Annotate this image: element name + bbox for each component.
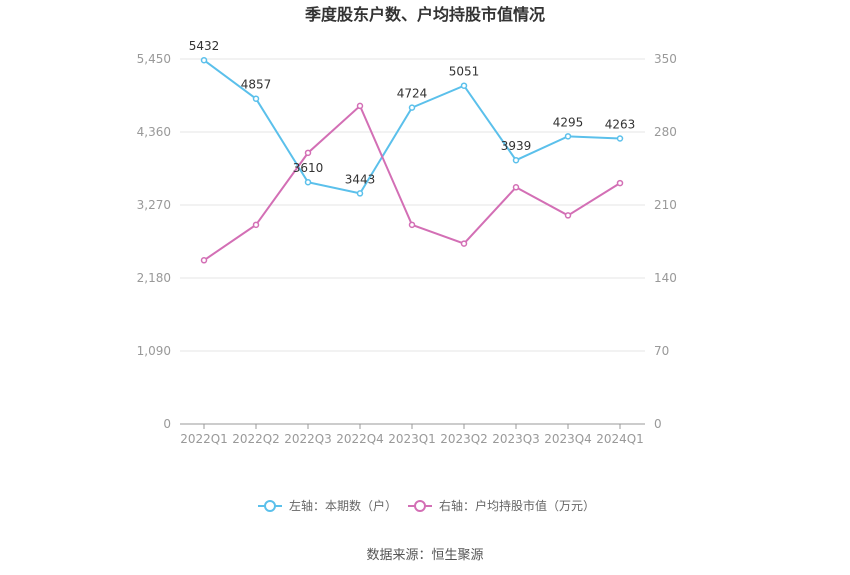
series-1-point — [616, 135, 624, 142]
data-label: 3939 — [501, 139, 532, 153]
series-2-point — [460, 240, 468, 247]
series-1-point — [512, 156, 520, 164]
series-2-point — [564, 212, 572, 219]
series-2-point — [408, 221, 416, 229]
y-right-tick-label: 280 — [654, 125, 677, 139]
series-1-point — [408, 104, 416, 111]
y-left-tick-label: 2,180 — [137, 271, 171, 285]
series-2-point — [356, 102, 364, 110]
series-1-point — [460, 82, 468, 89]
series-1-point — [252, 95, 260, 102]
x-tick-label: 2023Q3 — [492, 432, 540, 446]
x-tick-label: 2022Q3 — [284, 432, 332, 446]
data-label: 3610 — [293, 161, 324, 175]
y-left-tick-label: 3,270 — [137, 198, 171, 212]
data-labels: 5432 4857 3610 3443 4724 5051 3939 4295 4263 — [189, 39, 636, 186]
series-2-point — [200, 257, 208, 264]
y-right-tick-label: 70 — [654, 344, 669, 358]
y-right-tick-label: 140 — [654, 271, 677, 285]
series-1-point — [356, 190, 364, 197]
data-label: 3443 — [345, 172, 376, 186]
chart-title: 季度股东户数、户均持股市值情况 — [304, 5, 545, 24]
data-label: 4295 — [553, 115, 584, 129]
y-left-tick-label: 1,090 — [137, 344, 171, 358]
axes: 0 0 1,090 70 2,180 140 3,270 210 4,360 280 5,450 35… — [137, 52, 677, 446]
x-tick-label: 2022Q2 — [232, 432, 280, 446]
x-tick-label: 2022Q4 — [336, 432, 384, 446]
data-label: 5051 — [449, 65, 480, 79]
legend-label-1: 左轴：本期数（户） — [289, 498, 397, 513]
legend-label-2: 右轴：户均持股市值（万元） — [439, 498, 595, 513]
legend: 左轴：本期数（户） 右轴：户均持股市值（万元） — [258, 498, 595, 513]
data-label: 4857 — [241, 78, 272, 92]
y-right-tick-label: 0 — [654, 417, 662, 431]
series-1-point — [564, 133, 572, 140]
y-left-tick-label: 0 — [163, 417, 171, 431]
x-tick-label: 2022Q1 — [180, 432, 228, 446]
x-tick-label: 2023Q1 — [388, 432, 436, 446]
grid — [180, 58, 645, 352]
source-note: 数据来源：恒生聚源 — [366, 548, 483, 563]
series-1-point — [304, 178, 312, 186]
data-label: 4263 — [605, 117, 636, 131]
y-left-tick-label: 5,450 — [137, 52, 171, 66]
y-right-tick-label: 350 — [654, 52, 677, 66]
y-left-tick-label: 4,360 — [137, 125, 171, 139]
x-tick-label: 2024Q1 — [596, 432, 644, 446]
series-2-point — [304, 149, 312, 157]
legend-marker-2 — [414, 500, 426, 512]
data-label: 4724 — [397, 87, 428, 101]
series-2-point — [512, 184, 520, 191]
legend-marker-1 — [264, 500, 276, 512]
y-right-tick-label: 210 — [654, 198, 677, 212]
x-tick-label: 2023Q4 — [544, 432, 592, 446]
series-1-point — [200, 56, 208, 64]
x-tick-label: 2023Q2 — [440, 432, 488, 446]
series-2-point — [616, 179, 624, 187]
series — [200, 56, 624, 264]
series-2-point — [252, 221, 260, 229]
data-label: 5432 — [189, 39, 220, 53]
